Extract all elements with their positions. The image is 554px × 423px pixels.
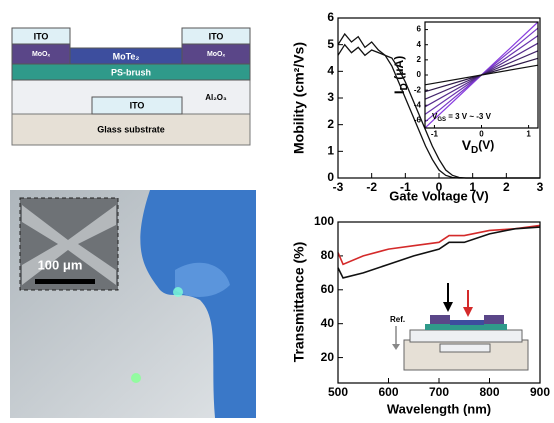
data-line [338, 225, 540, 264]
ito-left-label: ITO [34, 31, 49, 41]
x-axis-label: Wavelength (nm) [387, 401, 491, 416]
annotation-subscript: GS [437, 117, 446, 123]
x-tick-label: 1 [469, 180, 476, 194]
sketch-dielectric [410, 330, 522, 342]
x-tick-label: 500 [328, 385, 348, 399]
sketch-channel [450, 320, 484, 325]
y-tick-label: -2 [414, 85, 422, 94]
y-axis-label: Transmittance (%) [291, 242, 307, 363]
y-tick-label: 0 [327, 170, 334, 184]
inset-x-label: VD(V) [462, 137, 495, 156]
x-tick-label: -1 [431, 130, 439, 139]
y-tick-label: 6 [327, 10, 334, 24]
sketch-contact [430, 315, 450, 324]
x-tick-label: -2 [366, 180, 377, 194]
device-diagram: Glass substrate ITO Al₂O₃ PS-brush MoTe₂… [12, 28, 250, 145]
page: Glass substrate ITO Al₂O₃ PS-brush MoTe₂… [0, 0, 554, 423]
ref-arrowhead [392, 344, 400, 350]
y-tick-label: 2 [327, 117, 334, 131]
y-tick-label: 3 [327, 90, 334, 104]
y-tick-label: 100 [314, 214, 334, 228]
x-tick-label: 1 [526, 130, 531, 139]
scale-bar [35, 279, 95, 284]
x-tick-label: 700 [429, 385, 449, 399]
gate-label: ITO [130, 100, 145, 110]
probe-arrowhead [443, 302, 453, 312]
x-tick-label: 900 [530, 385, 550, 399]
y-tick-label: -4 [414, 100, 422, 109]
annotation-rest: = 3 V ~ -3 V [446, 112, 492, 121]
sketch-contact [484, 315, 504, 324]
x-tick-label: -1 [400, 180, 411, 194]
chart: 500 600 700 800 900 20 40 60 80 100 [314, 214, 550, 399]
y-tick-label: 60 [321, 282, 335, 296]
scale-bar-label: 100 μm [38, 257, 83, 272]
dielectric-label: Al₂O₃ [205, 93, 227, 102]
y-tick-label: 5 [327, 37, 334, 51]
moox-right-label: MoOₓ [207, 51, 226, 58]
x-tick-label: 0 [479, 130, 484, 139]
y-tick-label: 0 [417, 70, 422, 79]
x-tick-label: 2 [503, 180, 510, 194]
x-tick-label: 600 [378, 385, 398, 399]
y-tick-label: -6 [414, 116, 422, 125]
sketch-gate [440, 344, 490, 352]
inset-x-subscript: D [471, 145, 478, 156]
photo: 100 μm [10, 190, 256, 418]
probe-arrowhead [463, 307, 473, 317]
x-tick-label: 800 [479, 385, 499, 399]
x-tick-label: 0 [436, 180, 443, 194]
x-tick-label: 3 [537, 180, 544, 194]
measurement-sketch: Ref. [390, 283, 528, 370]
y-axis-label: Mobility (cm²/Vs) [291, 42, 307, 154]
y-tick-label: 4 [417, 40, 422, 49]
data-line [338, 227, 540, 278]
substrate-label: Glass substrate [97, 124, 165, 134]
ref-label: Ref. [390, 315, 405, 324]
channel-label: MoTe₂ [113, 51, 140, 61]
brush-label: PS-brush [111, 67, 151, 77]
figure: Glass substrate ITO Al₂O₃ PS-brush MoTe₂… [0, 0, 554, 418]
y-tick-label: 40 [321, 316, 335, 330]
moox-left-label: MoOₓ [32, 51, 51, 58]
y-tick-label: 2 [417, 55, 422, 64]
led-spot [173, 287, 183, 297]
light-spot [131, 373, 141, 383]
ito-right-label: ITO [209, 31, 224, 41]
y-tick-label: 1 [327, 144, 334, 158]
x-tick-label: -3 [333, 180, 344, 194]
y-tick-label: 4 [327, 64, 334, 78]
y-tick-label: 6 [417, 25, 422, 34]
y-tick-label: 20 [321, 350, 335, 364]
y-tick-label: 80 [321, 248, 335, 262]
inset-x-unit: (V) [478, 138, 494, 152]
